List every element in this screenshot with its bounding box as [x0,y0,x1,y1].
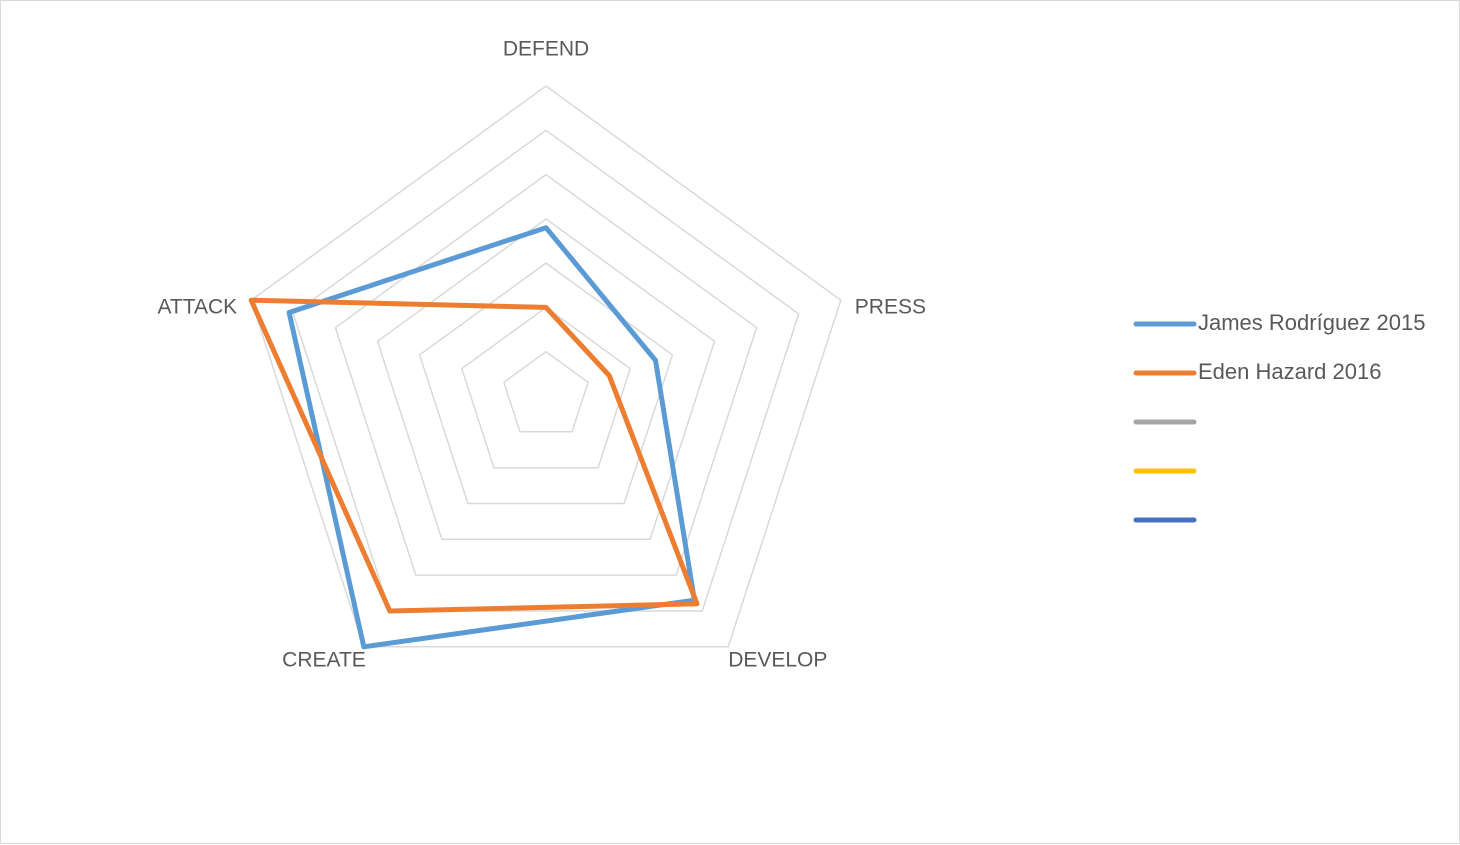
grid-ring-6 [292,129,800,612]
grid-ring-7 [250,85,842,648]
axis-labels: DEFEND PRESS DEVELOP CREATE ATTACK [157,38,926,672]
axis-label-create: CREATE [282,648,366,671]
axis-label-defend: DEFEND [503,38,589,61]
series-line-1 [286,225,697,650]
grid-ring-1 [503,350,589,433]
grid-ring-5 [334,173,758,576]
grid-ring-2 [460,306,632,469]
axis-label-attack: ATTACK [157,296,237,319]
legend-label-2: Eden Hazard 2016 [1198,359,1381,384]
series-layer [248,225,700,650]
legend-label-1: James Rodríguez 2015 [1198,310,1425,335]
axis-label-press: PRESS [855,296,926,319]
legend: James Rodríguez 2015 Eden Hazard 2016 [1133,310,1425,523]
grid [250,85,842,648]
grid-ring-3 [418,262,674,505]
series-line-2 [248,297,700,614]
axis-label-develop: DEVELOP [728,648,827,671]
grid-ring-4 [376,217,716,541]
